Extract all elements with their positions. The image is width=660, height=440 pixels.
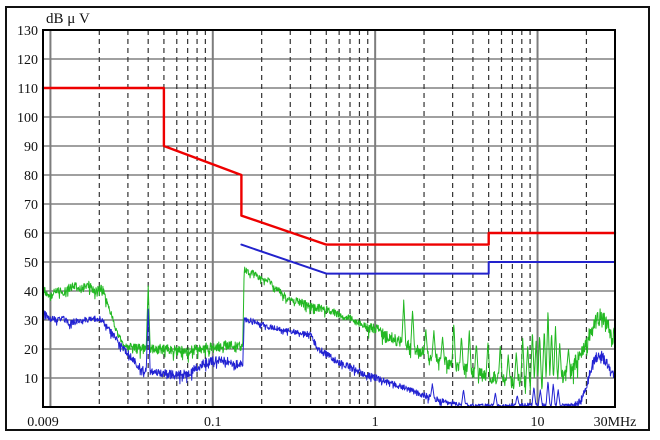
y-tick-label: 20 [24, 343, 38, 358]
y-tick-label: 110 [18, 82, 38, 97]
y-tick-label: 60 [24, 227, 38, 242]
y-unit-label: dB μ V [46, 11, 90, 27]
plot-border [42, 29, 616, 408]
y-tick-label: 80 [24, 169, 38, 184]
y-tick-label: 50 [24, 256, 38, 271]
y-tick-label: 70 [24, 198, 38, 213]
y-tick-label: 40 [24, 285, 38, 300]
x-tick-label: 1 [372, 415, 379, 430]
x-tick-label: 10 [531, 415, 545, 430]
y-tick-label: 90 [24, 140, 38, 155]
x-tick-label: 0.1 [204, 415, 222, 430]
x-axis-tick-labels: 0.009 0.1 1 10 30MHz [27, 415, 636, 430]
y-tick-label: 130 [17, 24, 38, 39]
outer-frame [5, 6, 650, 431]
measured-trace-blue [42, 308, 616, 408]
quasi-peak-limit-line [41, 86, 617, 246]
y-tick-label: 30 [24, 314, 38, 329]
x-tick-label: 30MHz [594, 415, 637, 430]
x-tick-label: 0.009 [27, 415, 59, 430]
measured-trace-green [42, 266, 616, 394]
y-axis-tick-labels: 10 20 30 40 50 60 70 80 90 100 110 120 130 [17, 24, 38, 387]
y-tick-label: 100 [17, 111, 38, 126]
average-limit-line [240, 243, 616, 275]
y-tick-label: 120 [17, 53, 38, 68]
y-tick-label: 10 [24, 372, 38, 387]
